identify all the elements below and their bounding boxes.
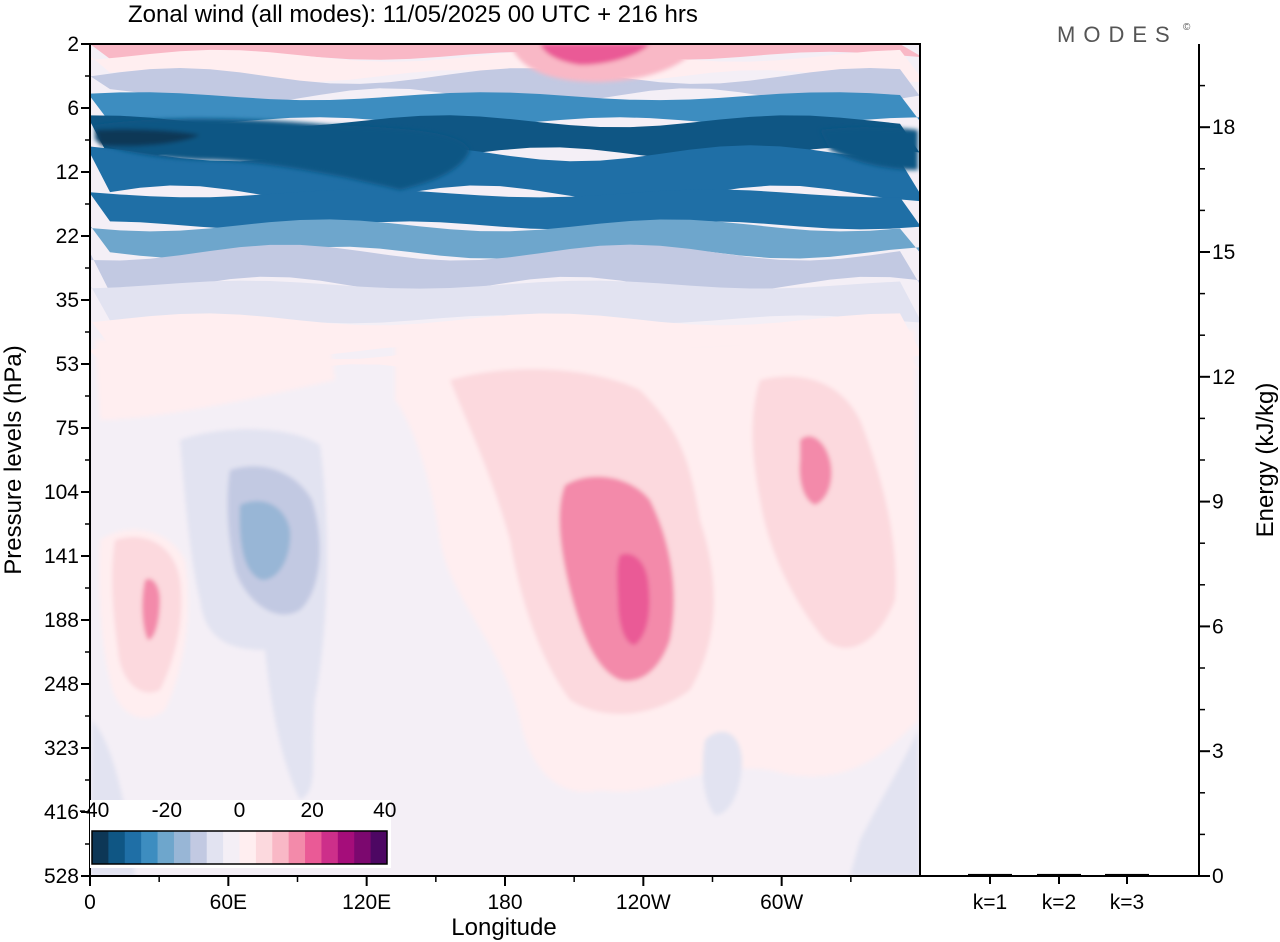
secondary-maximum [799,436,832,505]
logo-mark: © [1183,22,1191,33]
y-tick-label: 53 [56,353,79,376]
band-18hpa [90,189,920,230]
chart-title: Zonal wind (all modes): 11/05/2025 00 UT… [128,1,698,28]
y-tick-label: 104 [44,481,79,504]
x-tick-label: 180 [487,891,522,914]
longitude-axis: 0 60E 120E 180 120W 60W [84,876,852,914]
east-pacific-easterly [702,731,742,815]
x-tick-label: 120E [342,891,391,914]
energy-category-label: k=2 [1042,891,1076,914]
jet-core-outer [559,476,674,681]
energy-tick-label: 18 [1212,116,1235,139]
east-pacific-westerly [752,376,896,648]
energy-axis: 0 3 6 9 12 15 18 [1199,84,1235,888]
energy-bar [1105,873,1149,876]
y-tick-label: 248 [44,673,79,696]
y-tick-label: 75 [56,417,79,440]
colorbar: -40 -20 0 20 40 [79,799,396,868]
colorbar-swatch [354,831,372,864]
energy-bar [1037,873,1081,876]
colorbar-swatch [337,831,355,864]
upper-westerly-strip [95,338,335,420]
y-tick-label: 323 [44,737,79,760]
colorbar-swatch [305,831,322,864]
y-tick-label: 22 [56,225,79,248]
x-tick-label: 60W [760,891,803,914]
pressure-axis: 2 6 12 22 35 53 75 104 141 188 248 323 416 528 [44,33,90,888]
band-35hpa [90,280,920,324]
stratospheric-bands [90,44,920,380]
band-28hpa [90,244,920,293]
colorbar-swatch [206,831,224,864]
x-axis-label: Longitude [451,914,556,941]
y-tick-label: 12 [56,161,79,184]
colorbar-swatch [370,831,388,864]
eastern-easterly-core [820,127,918,170]
troposphere-contours [90,44,920,876]
colorbar-tick-label: 40 [373,799,396,822]
colorbar-swatch [141,831,159,864]
colorbar-tick-label: 0 [234,799,246,822]
y-tick-label: 6 [67,97,79,120]
colorbar-swatch [124,831,142,864]
y-axis-label: Pressure levels (hPa) [0,345,27,574]
y-tick-label: 35 [56,289,79,312]
colorbar-tick-label: 20 [300,799,323,822]
band-3hpa [90,49,920,82]
energy-bar [968,873,1012,876]
energy-tick-label: 6 [1212,615,1224,638]
y-tick-label: 141 [44,545,79,568]
colorbar-swatch [272,831,290,864]
y-tick-label: 2 [67,33,79,56]
energy-bars: k=1 k=2 k=3 [968,873,1149,914]
band-4hpa [90,68,920,105]
y-tick-label: 528 [44,865,79,888]
easterly-core [239,501,291,580]
energy-tick-label: 3 [1212,740,1224,763]
energy-axis-label: Energy (kJ/kg) [1252,383,1279,538]
energy-tick-label: 15 [1212,241,1235,264]
energy-tick-label: 12 [1212,366,1235,389]
x-tick-label: 0 [84,891,96,914]
energy-category-label: k=3 [1110,891,1144,914]
colorbar-swatch [157,831,175,864]
x-tick-label: 120W [616,891,671,914]
surface-easterly-east [850,730,920,876]
modes-logo: MODES [1057,22,1178,47]
x-tick-label: 60E [210,891,247,914]
colorbar-swatch [173,831,191,864]
colorbar-swatch [255,831,273,864]
colorbar-tick-label: -40 [79,799,109,822]
colorbar-swatch [92,831,109,864]
colorbar-swatch [239,831,257,864]
colorbar-frame [91,830,388,865]
colorbar-swatch [223,831,240,864]
band-2hpa [90,44,920,60]
energy-bar-panel: k=1 k=2 k=3 0 3 6 9 12 15 18 Energy (kJ/kg) [920,44,1279,914]
jet-core-inner [617,553,650,645]
band-6hpa [90,92,920,126]
colorbar-swatch [190,831,208,864]
western-maximum [142,578,160,640]
colorbar-swatch [321,831,339,864]
energy-background [921,44,1199,876]
colorbar-tick-label: -20 [152,799,182,822]
colorbar-swatch [288,831,306,864]
upper-westerly-core [540,44,650,65]
zonal-wind-heatmap [90,44,920,876]
y-tick-label: 188 [44,609,79,632]
y-tick-label: 416 [44,801,79,824]
energy-category-label: k=1 [973,891,1007,914]
energy-tick-label: 9 [1212,491,1224,514]
energy-tick-label: 0 [1212,865,1224,888]
strongest-easterly [95,129,200,147]
colorbar-swatch [108,831,126,864]
